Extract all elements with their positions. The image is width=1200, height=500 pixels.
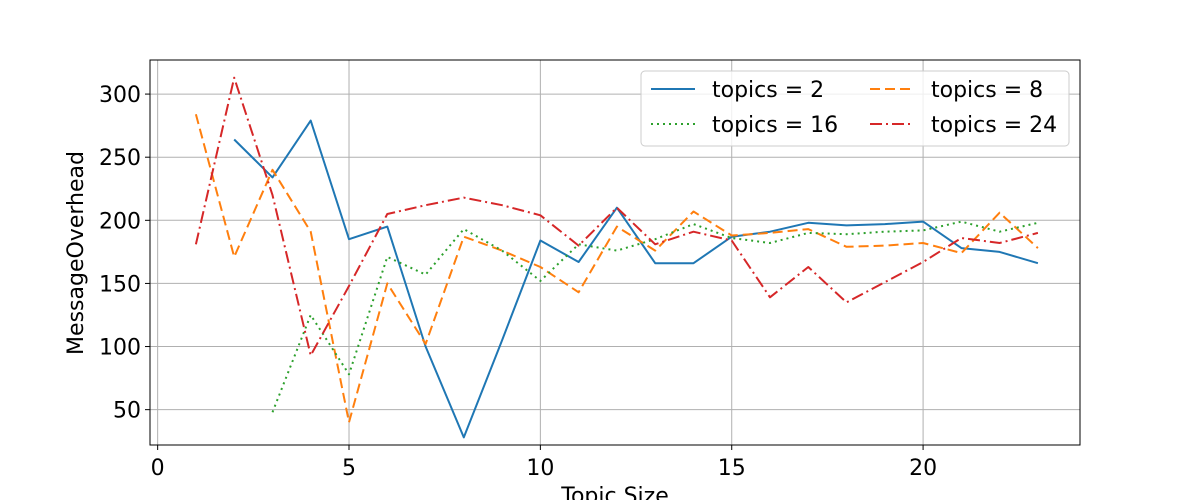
axis-ticks: 0 5 10 15 20 50 100 150 200 250 300 bbox=[99, 83, 937, 481]
y-tick-label: 100 bbox=[99, 336, 141, 361]
legend-label-2: topics = 16 bbox=[712, 113, 838, 138]
legend-entries: topics = 2 topics = 8 topics = 16 topics = … bbox=[651, 78, 1057, 138]
series-line-0 bbox=[233, 119, 1039, 439]
series-line-1 bbox=[194, 114, 1039, 424]
x-tick-label: 15 bbox=[718, 456, 746, 481]
x-tick-label: 0 bbox=[151, 456, 165, 481]
y-axis-label: MessageOverhead bbox=[64, 151, 89, 355]
series-lines bbox=[194, 76, 1039, 439]
y-tick-label: 300 bbox=[99, 83, 141, 108]
series-line-2 bbox=[271, 220, 1039, 413]
legend-box bbox=[640, 70, 1070, 147]
x-tick-label: 10 bbox=[526, 456, 554, 481]
legend-label-1: topics = 8 bbox=[931, 78, 1043, 103]
legend-label-3: topics = 24 bbox=[931, 113, 1057, 138]
y-tick-label: 250 bbox=[99, 146, 141, 171]
y-tick-label: 50 bbox=[113, 399, 141, 424]
grid bbox=[150, 60, 1080, 445]
x-tick-label: 5 bbox=[342, 456, 356, 481]
legend: topics = 2 topics = 8 topics = 16 topics = … bbox=[640, 70, 1070, 147]
series-line-3 bbox=[194, 76, 1039, 357]
plot-frame bbox=[149, 59, 1081, 446]
legend-label-0: topics = 2 bbox=[712, 78, 824, 103]
y-tick-label: 150 bbox=[99, 272, 141, 297]
x-axis-label: Topic Size bbox=[560, 484, 669, 500]
x-tick-label: 20 bbox=[909, 456, 937, 481]
y-tick-label: 200 bbox=[99, 209, 141, 234]
